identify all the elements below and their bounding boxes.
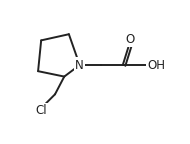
Text: Cl: Cl bbox=[35, 104, 47, 117]
Text: OH: OH bbox=[147, 58, 165, 72]
Text: O: O bbox=[126, 33, 135, 46]
Text: N: N bbox=[75, 58, 84, 72]
